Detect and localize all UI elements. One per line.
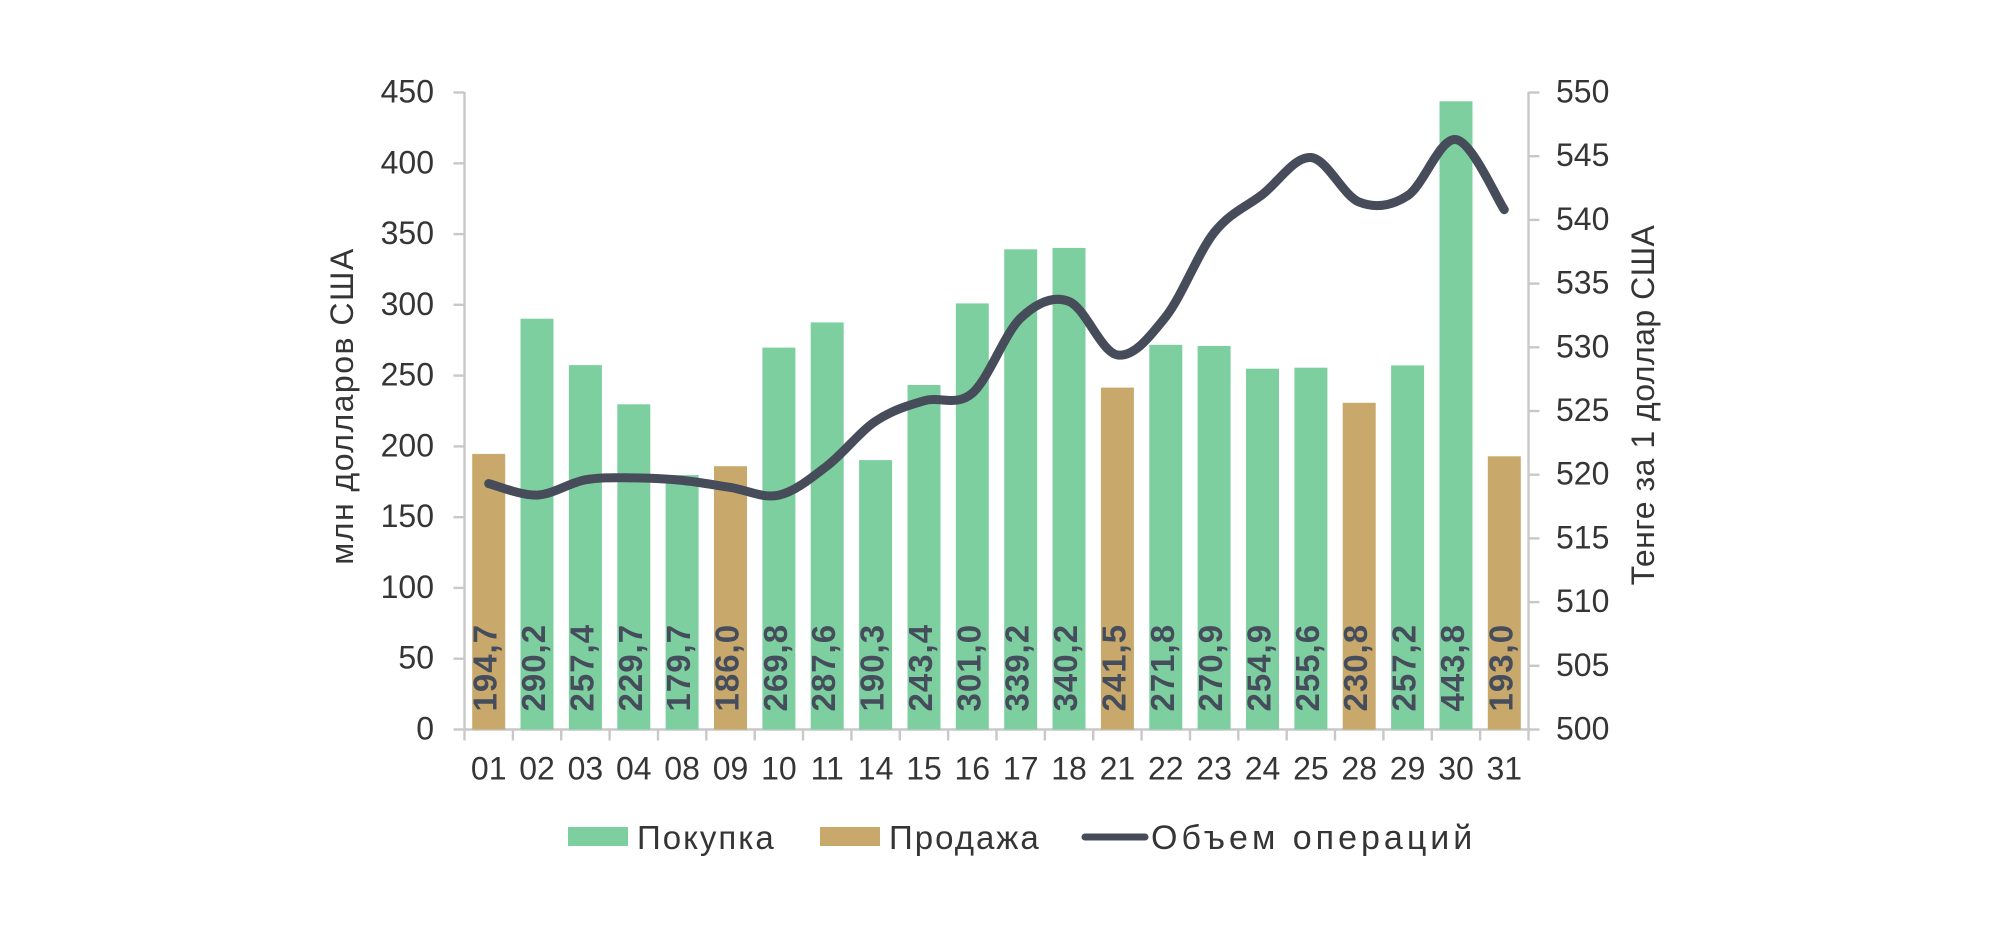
svg-text:200: 200 — [381, 427, 434, 463]
svg-text:21: 21 — [1100, 751, 1136, 787]
svg-text:02: 02 — [519, 751, 555, 787]
svg-text:550: 550 — [1556, 74, 1609, 110]
svg-text:443,8: 443,8 — [1434, 624, 1471, 712]
svg-text:450: 450 — [381, 74, 434, 110]
svg-text:0: 0 — [416, 711, 434, 747]
svg-text:287,6: 287,6 — [805, 624, 842, 712]
svg-text:Покупка: Покупка — [637, 819, 776, 856]
svg-text:16: 16 — [955, 751, 991, 787]
svg-text:190,3: 190,3 — [854, 624, 891, 712]
svg-text:505: 505 — [1556, 647, 1609, 683]
svg-text:535: 535 — [1556, 265, 1609, 301]
svg-text:150: 150 — [381, 498, 434, 534]
svg-text:03: 03 — [568, 751, 604, 787]
svg-text:257,2: 257,2 — [1386, 624, 1423, 712]
svg-text:241,5: 241,5 — [1095, 624, 1132, 712]
svg-text:339,2: 339,2 — [999, 624, 1036, 712]
svg-text:350: 350 — [381, 215, 434, 251]
svg-text:08: 08 — [664, 751, 700, 787]
svg-text:31: 31 — [1487, 751, 1523, 787]
svg-text:515: 515 — [1556, 519, 1609, 555]
svg-text:255,6: 255,6 — [1289, 624, 1326, 712]
svg-text:300: 300 — [381, 286, 434, 322]
svg-text:230,8: 230,8 — [1337, 624, 1374, 712]
svg-text:186,0: 186,0 — [709, 624, 746, 712]
svg-text:28: 28 — [1341, 751, 1377, 787]
svg-text:15: 15 — [906, 751, 942, 787]
svg-text:50: 50 — [398, 640, 434, 676]
svg-text:100: 100 — [381, 569, 434, 605]
svg-text:530: 530 — [1556, 328, 1609, 364]
svg-text:18: 18 — [1051, 751, 1087, 787]
svg-text:Тенге за 1 доллар США: Тенге за 1 доллар США — [1625, 224, 1661, 585]
svg-text:23: 23 — [1196, 751, 1232, 787]
svg-text:25: 25 — [1293, 751, 1329, 787]
svg-text:22: 22 — [1148, 751, 1184, 787]
svg-text:250: 250 — [381, 357, 434, 393]
svg-text:179,7: 179,7 — [660, 624, 697, 712]
svg-text:270,9: 270,9 — [1192, 624, 1229, 712]
svg-text:525: 525 — [1556, 392, 1609, 428]
svg-text:11: 11 — [811, 751, 844, 787]
svg-text:24: 24 — [1245, 751, 1281, 787]
svg-text:301,0: 301,0 — [950, 624, 987, 712]
svg-text:04: 04 — [616, 751, 652, 787]
svg-text:01: 01 — [471, 751, 507, 787]
svg-text:243,4: 243,4 — [902, 624, 939, 712]
svg-text:269,8: 269,8 — [757, 624, 794, 712]
svg-text:Продажа: Продажа — [889, 819, 1041, 856]
svg-text:14: 14 — [858, 751, 894, 787]
svg-text:17: 17 — [1003, 751, 1039, 787]
svg-text:29: 29 — [1390, 751, 1426, 787]
svg-text:271,8: 271,8 — [1144, 624, 1181, 712]
svg-text:млн долларов США: млн долларов США — [324, 247, 360, 564]
svg-text:340,2: 340,2 — [1047, 624, 1084, 712]
svg-text:30: 30 — [1438, 751, 1474, 787]
svg-text:193,0: 193,0 — [1482, 624, 1519, 712]
svg-text:257,4: 257,4 — [563, 624, 600, 712]
svg-text:194,7: 194,7 — [467, 624, 504, 712]
svg-text:500: 500 — [1556, 711, 1609, 747]
svg-text:545: 545 — [1556, 137, 1609, 173]
svg-text:510: 510 — [1556, 583, 1609, 619]
svg-text:400: 400 — [381, 144, 434, 180]
svg-text:290,2: 290,2 — [515, 624, 552, 712]
svg-text:10: 10 — [761, 751, 797, 787]
svg-text:09: 09 — [713, 751, 749, 787]
svg-text:Объем операций: Объем операций — [1151, 819, 1476, 857]
svg-text:540: 540 — [1556, 201, 1609, 237]
svg-text:520: 520 — [1556, 456, 1609, 492]
svg-text:229,7: 229,7 — [612, 624, 649, 712]
svg-text:254,9: 254,9 — [1241, 624, 1278, 712]
